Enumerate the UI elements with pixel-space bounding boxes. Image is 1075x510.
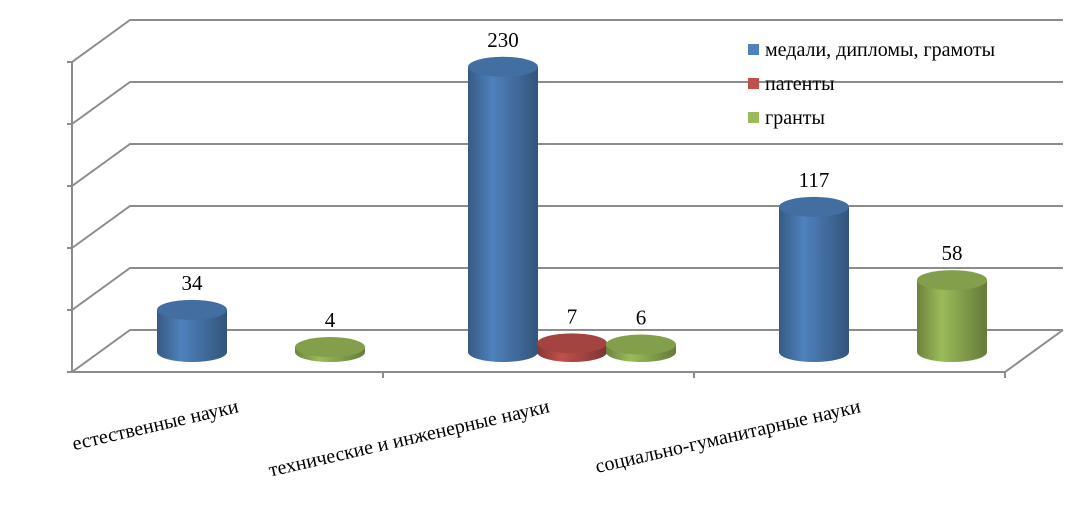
cylinder-top (606, 334, 676, 355)
cylinder (779, 196, 849, 362)
cylinder (157, 299, 227, 362)
cylinder (295, 337, 365, 362)
cylinder-body (157, 309, 227, 362)
grid-line (71, 329, 1063, 373)
legend-label: медали, дипломы, грамоты (765, 39, 995, 61)
legend-label: гранты (765, 107, 825, 129)
legend-swatch (748, 78, 759, 89)
value-label: 58 (942, 241, 963, 265)
cylinder-top (779, 196, 849, 217)
grid-line (71, 267, 1063, 311)
cylinder-body (779, 206, 849, 362)
cylinder-top (468, 56, 538, 77)
grid-line (71, 205, 1063, 249)
cylinder-body (468, 66, 538, 363)
x-tick-label: естественные науки (70, 395, 241, 455)
cylinder (917, 270, 987, 362)
grid-line (71, 81, 1063, 125)
cylinder-top (295, 337, 365, 358)
cylinder (468, 56, 538, 363)
value-label: 34 (182, 271, 204, 295)
x-tick-label: технические и инженерные науки (267, 395, 552, 481)
legend-swatch (748, 44, 759, 55)
value-label: 7 (567, 304, 578, 328)
cylinder (537, 333, 607, 362)
cylinder-top (537, 333, 607, 354)
grid-line (71, 143, 1063, 187)
legend-label: патенты (765, 73, 835, 95)
grid-line (71, 19, 1063, 63)
cylinder (606, 334, 676, 362)
cylinder-top (157, 299, 227, 320)
value-label: 6 (636, 306, 647, 330)
cylinder-top (917, 270, 987, 291)
value-label: 230 (487, 28, 519, 52)
x-tick-label: социально-гуманитарные науки (593, 395, 863, 478)
value-label: 4 (325, 308, 336, 332)
legend-swatch (748, 112, 759, 123)
cylinder-body (917, 280, 987, 362)
value-label: 117 (799, 168, 830, 192)
